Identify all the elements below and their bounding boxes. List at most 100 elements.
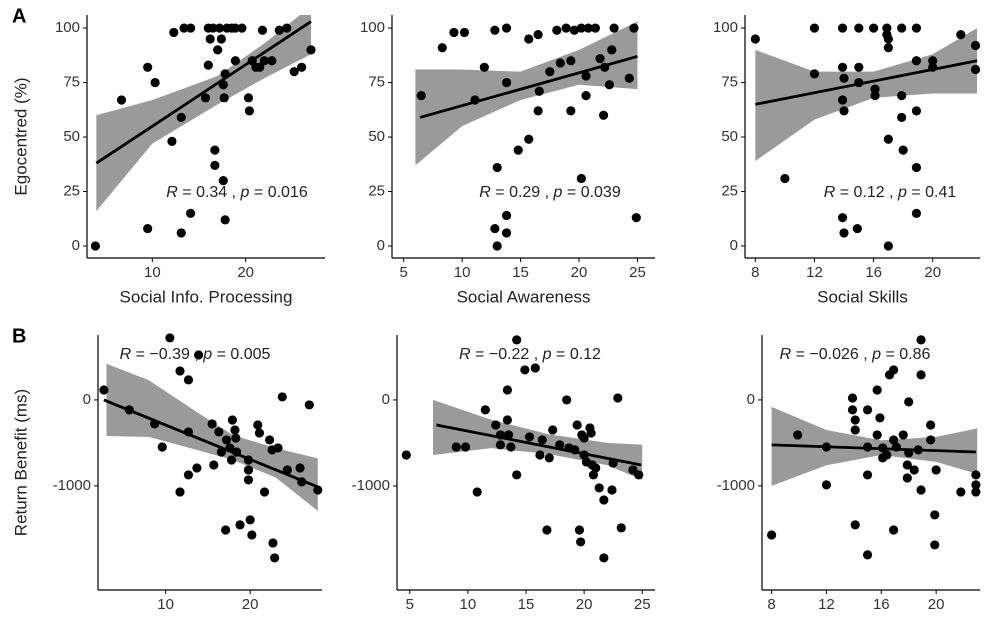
- data-point: [183, 427, 194, 437]
- data-point: [116, 95, 127, 105]
- data-point: [629, 23, 639, 33]
- data-point: [297, 62, 307, 72]
- data-point: [216, 447, 227, 457]
- data-point: [607, 45, 617, 55]
- stat-annotation: R = −0.026 , p = 0.86: [780, 346, 931, 363]
- x-tick-label: 20: [924, 264, 941, 281]
- data-point: [548, 425, 558, 435]
- data-point: [916, 335, 926, 345]
- data-point: [495, 430, 506, 440]
- data-point: [255, 62, 265, 72]
- data-point: [847, 405, 858, 415]
- data-point: [971, 487, 981, 497]
- data-point: [850, 415, 860, 425]
- r-value: = 0.29 ,: [491, 184, 554, 201]
- data-point: [544, 453, 554, 463]
- data-point: [495, 440, 506, 450]
- panel-label: B: [12, 325, 26, 347]
- r-symbol: R: [780, 346, 792, 363]
- data-point: [570, 445, 580, 455]
- data-point: [882, 450, 892, 460]
- data-point: [243, 93, 254, 103]
- p-symbol: p: [897, 184, 907, 201]
- y-tick-label: 0: [730, 237, 738, 254]
- data-point: [595, 53, 605, 64]
- data-point: [850, 520, 860, 530]
- data-point: [839, 73, 849, 83]
- data-point: [956, 487, 966, 497]
- confidence-band: [771, 406, 978, 486]
- x-tick-label: 12: [806, 264, 823, 281]
- data-point: [267, 56, 277, 66]
- data-point: [537, 435, 547, 445]
- data-point: [213, 45, 223, 55]
- data-point: [274, 25, 284, 35]
- data-point: [219, 93, 229, 103]
- y-tick-label: 50: [368, 128, 385, 145]
- data-point: [889, 365, 899, 375]
- data-point: [282, 465, 292, 475]
- data-point: [243, 455, 254, 465]
- x-tick-label: 20: [928, 596, 945, 613]
- data-point: [837, 95, 848, 105]
- data-point: [928, 56, 938, 66]
- data-point: [902, 460, 912, 470]
- x-tick-label: 25: [629, 264, 646, 281]
- data-point: [862, 550, 873, 560]
- data-point: [581, 71, 591, 81]
- data-point: [616, 523, 626, 533]
- data-point: [821, 442, 832, 452]
- data-point: [216, 34, 226, 44]
- data-point: [613, 393, 623, 403]
- data-point: [793, 430, 803, 440]
- data-point: [590, 23, 600, 33]
- data-point: [470, 95, 480, 105]
- data-point: [970, 40, 981, 51]
- data-point: [552, 25, 562, 35]
- data-point: [882, 23, 892, 33]
- r-symbol: R: [824, 184, 836, 201]
- data-point: [480, 405, 490, 415]
- stat-annotation: R = −0.39 , p = 0.005: [120, 346, 271, 363]
- data-point: [501, 23, 512, 33]
- confidence-band: [755, 28, 978, 162]
- data-point: [594, 483, 604, 493]
- data-point: [821, 480, 832, 490]
- data-point: [150, 77, 160, 88]
- y-tick-label: 0: [72, 237, 80, 254]
- data-point: [268, 538, 278, 548]
- data-point: [904, 397, 914, 407]
- x-tick-label: 20: [237, 264, 254, 281]
- y-tick-label: 100: [55, 19, 80, 36]
- data-point: [576, 23, 586, 33]
- data-point: [533, 30, 543, 40]
- y-tick-label: 25: [721, 182, 738, 199]
- data-point: [277, 392, 287, 402]
- data-point: [221, 525, 231, 535]
- data-point: [883, 241, 893, 251]
- x-tick-label: 20: [576, 596, 593, 613]
- data-point: [524, 432, 535, 442]
- data-point: [175, 366, 185, 376]
- data-point: [970, 64, 981, 75]
- x-tick-label: 20: [242, 596, 259, 613]
- data-point: [221, 435, 232, 445]
- data-point: [916, 485, 926, 495]
- data-point: [533, 106, 543, 116]
- r-value: = −0.026 ,: [791, 346, 872, 363]
- data-point: [870, 91, 880, 101]
- data-point: [854, 23, 864, 33]
- data-point: [872, 430, 882, 440]
- regression-line: [436, 423, 642, 467]
- data-point: [837, 23, 848, 33]
- stat-annotation: R = −0.22 , p = 0.12: [459, 346, 601, 363]
- data-point: [599, 495, 609, 505]
- x-tick-label: 5: [400, 264, 408, 281]
- data-point: [492, 162, 502, 173]
- data-point: [897, 112, 907, 123]
- data-point: [599, 553, 609, 563]
- x-tick-label: 8: [751, 264, 759, 281]
- data-point: [870, 84, 880, 94]
- data-point: [501, 210, 512, 221]
